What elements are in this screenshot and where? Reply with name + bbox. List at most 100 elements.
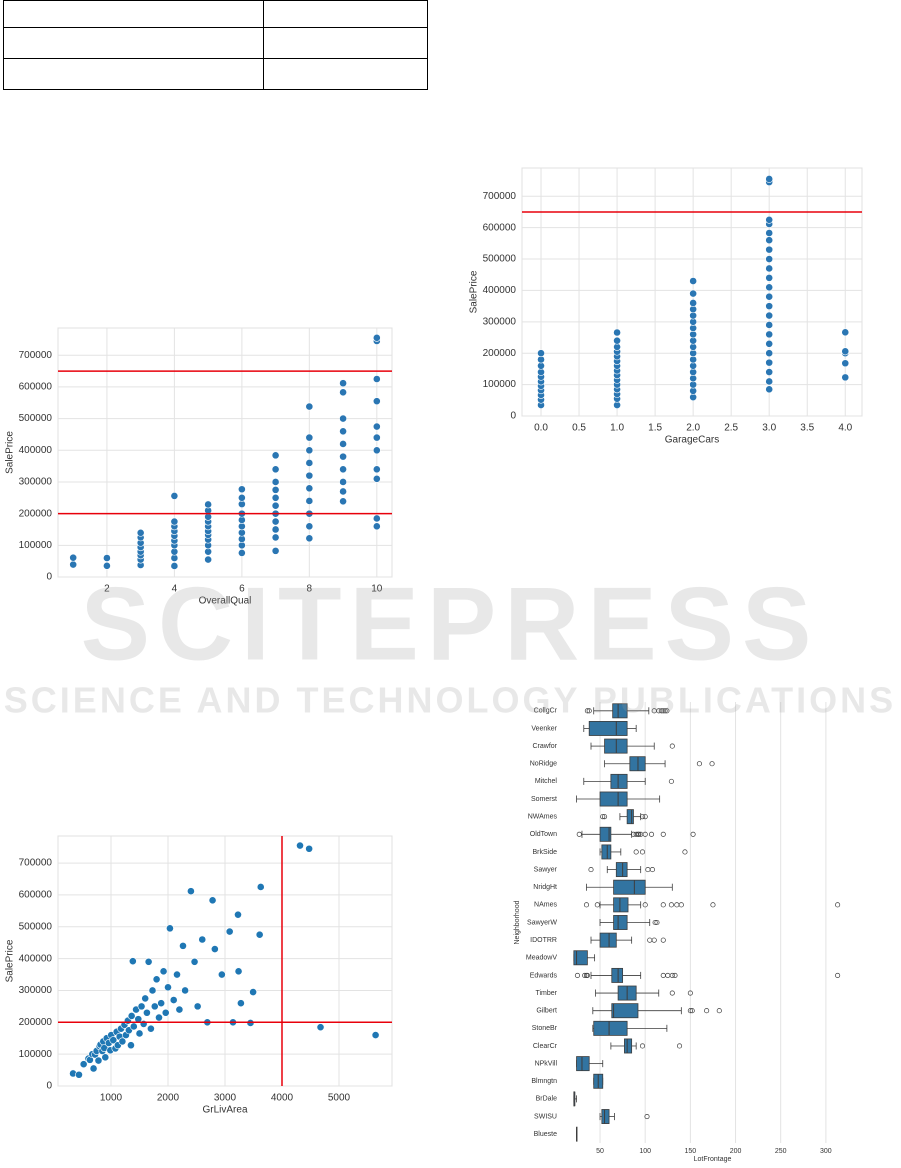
box: [612, 703, 628, 719]
category-label: IDOTRR: [530, 937, 557, 944]
point: [765, 292, 774, 301]
x-tick-label: 5000: [328, 1093, 351, 1104]
x-tick-label: 50: [596, 1148, 604, 1155]
y-tick-label: 0: [46, 572, 52, 583]
category-label: NWAmes: [528, 814, 558, 821]
point: [127, 1012, 136, 1020]
point: [256, 883, 265, 891]
point: [305, 446, 314, 455]
point: [765, 273, 774, 282]
outlier: [633, 849, 639, 855]
point: [765, 302, 774, 311]
point: [109, 1036, 118, 1045]
y-tick-label: 700000: [19, 858, 53, 869]
outlier: [574, 972, 581, 978]
point: [765, 175, 774, 183]
outlier: [664, 708, 670, 714]
point: [765, 377, 774, 386]
point: [128, 957, 137, 966]
outlier: [669, 972, 675, 978]
point: [75, 1070, 83, 1079]
point: [166, 924, 174, 933]
y-tick-label: 200000: [19, 508, 53, 519]
point: [118, 1037, 127, 1046]
outlier: [636, 831, 642, 837]
point: [765, 311, 774, 320]
outlier: [600, 814, 606, 820]
x-tick-label: 2.5: [724, 423, 738, 434]
x-tick-label: 10: [371, 584, 383, 595]
point: [613, 328, 621, 337]
point: [204, 500, 213, 509]
outlier: [642, 814, 648, 820]
outlier: [687, 990, 693, 996]
point: [129, 1022, 138, 1031]
category-label: StoneBr: [532, 1025, 558, 1032]
outlier: [654, 919, 660, 926]
x-tick-label: 0.5: [572, 423, 586, 434]
point: [157, 999, 166, 1008]
outlier: [678, 902, 684, 908]
point: [181, 986, 190, 995]
outlier: [660, 831, 666, 837]
point: [765, 368, 774, 376]
point: [135, 1029, 144, 1038]
outlier: [704, 1008, 710, 1014]
box: [593, 1020, 628, 1036]
outlier: [584, 972, 590, 978]
point: [305, 484, 314, 493]
point: [339, 497, 347, 506]
point: [144, 957, 153, 966]
outlier: [709, 761, 715, 767]
category-label: BrkSide: [532, 849, 557, 856]
outlier: [642, 902, 648, 908]
point: [271, 478, 280, 486]
point: [339, 465, 347, 474]
y-tick-label: 100000: [483, 379, 517, 390]
point: [372, 422, 381, 431]
point: [208, 896, 217, 905]
category-label: NAmes: [534, 902, 557, 909]
point: [841, 373, 850, 382]
category-label: SWISU: [534, 1113, 557, 1120]
outlier: [639, 849, 646, 855]
box: [573, 950, 588, 966]
category-label: Blueste: [534, 1131, 557, 1138]
table-border: [3, 0, 428, 90]
point: [237, 549, 246, 557]
outlier: [588, 867, 594, 873]
category-label: Edwards: [530, 972, 558, 979]
outlier: [602, 814, 608, 820]
point: [79, 1060, 88, 1069]
point: [141, 994, 150, 1003]
y-tick-label: 300000: [19, 477, 53, 488]
x-tick-label: 2: [104, 584, 110, 595]
point: [271, 525, 280, 534]
point: [103, 561, 111, 570]
y-tick-label: 500000: [483, 254, 517, 265]
point: [187, 887, 195, 896]
y-axis-label: SalePrice: [5, 939, 16, 982]
point: [271, 517, 280, 526]
outlier: [710, 902, 716, 908]
point: [155, 1013, 163, 1022]
box: [611, 1003, 639, 1019]
x-tick-label: 2.0: [686, 423, 700, 434]
category-label: Gilbert: [536, 1008, 557, 1015]
y-tick-label: 600000: [483, 222, 517, 233]
point: [339, 452, 347, 461]
point: [237, 493, 246, 502]
point: [173, 970, 181, 979]
y-tick-label: 0: [46, 1081, 52, 1092]
point: [271, 533, 280, 542]
point: [89, 1064, 98, 1073]
y-tick-label: 400000: [483, 285, 517, 296]
point: [143, 1008, 151, 1017]
point: [136, 528, 145, 537]
point: [765, 245, 774, 254]
y-tick-label: 500000: [19, 921, 53, 932]
point: [305, 844, 314, 853]
point: [372, 397, 381, 406]
point: [765, 339, 774, 348]
